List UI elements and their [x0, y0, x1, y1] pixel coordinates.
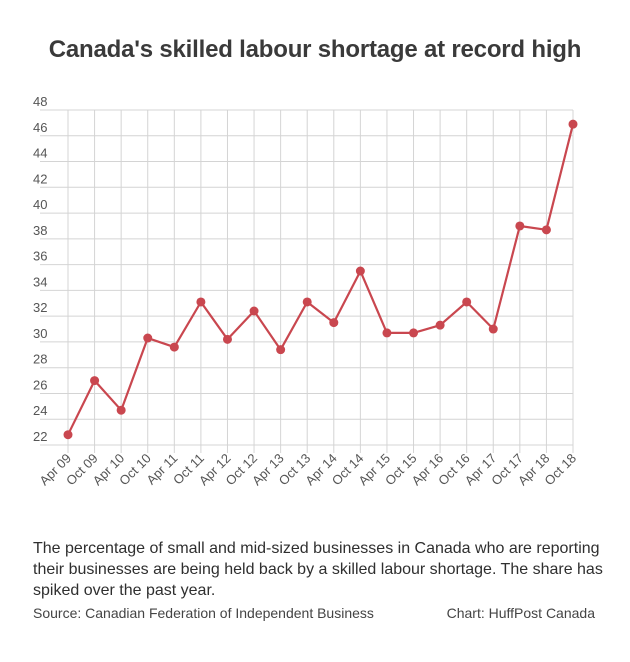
data-point — [302, 297, 312, 307]
chart-footer: Source: Canadian Federation of Independe… — [33, 605, 595, 621]
data-point — [169, 342, 179, 352]
y-tick-label: 30 — [33, 326, 47, 341]
y-tick-label: 44 — [33, 146, 47, 161]
y-tick-label: 48 — [33, 95, 47, 109]
data-point — [249, 306, 259, 316]
y-tick-label: 46 — [33, 120, 47, 135]
data-point — [116, 405, 126, 415]
data-point — [276, 345, 286, 355]
data-point — [355, 266, 365, 276]
series-line — [67, 123, 575, 436]
y-tick-label: 38 — [33, 223, 47, 238]
data-point — [329, 318, 339, 328]
data-point — [409, 328, 419, 338]
y-tick-label: 32 — [33, 300, 47, 315]
data-point — [488, 324, 498, 334]
data-point — [90, 376, 100, 386]
series-path — [67, 123, 575, 436]
chart-credit: Chart: HuffPost Canada — [446, 605, 595, 621]
data-point — [541, 225, 551, 235]
y-tick-label: 40 — [33, 197, 47, 212]
y-axis-ticks: 22 24 26 28 30 32 34 36 38 40 42 44 46 48 — [33, 95, 47, 444]
data-points — [63, 119, 578, 440]
data-point — [196, 297, 206, 307]
chart-description: The percentage of small and mid-sized bu… — [33, 540, 603, 599]
grid-lines — [40, 109, 574, 453]
y-tick-label: 22 — [33, 429, 47, 444]
y-tick-label: 28 — [33, 352, 47, 367]
data-point — [568, 119, 578, 129]
y-tick-label: 36 — [33, 249, 47, 264]
data-point — [515, 221, 525, 231]
data-point — [462, 297, 472, 307]
data-point — [222, 334, 232, 344]
data-point — [382, 328, 392, 338]
y-tick-label: 42 — [33, 171, 47, 186]
data-point — [143, 333, 153, 343]
y-tick-label: 26 — [33, 377, 47, 392]
data-point — [435, 320, 445, 330]
chart-title: Canada's skilled labour shortage at reco… — [48, 36, 582, 63]
y-tick-label: 34 — [33, 274, 47, 289]
data-point — [63, 430, 73, 440]
source-note: Source: Canadian Federation of Independe… — [33, 605, 374, 621]
y-tick-label: 24 — [33, 403, 47, 418]
